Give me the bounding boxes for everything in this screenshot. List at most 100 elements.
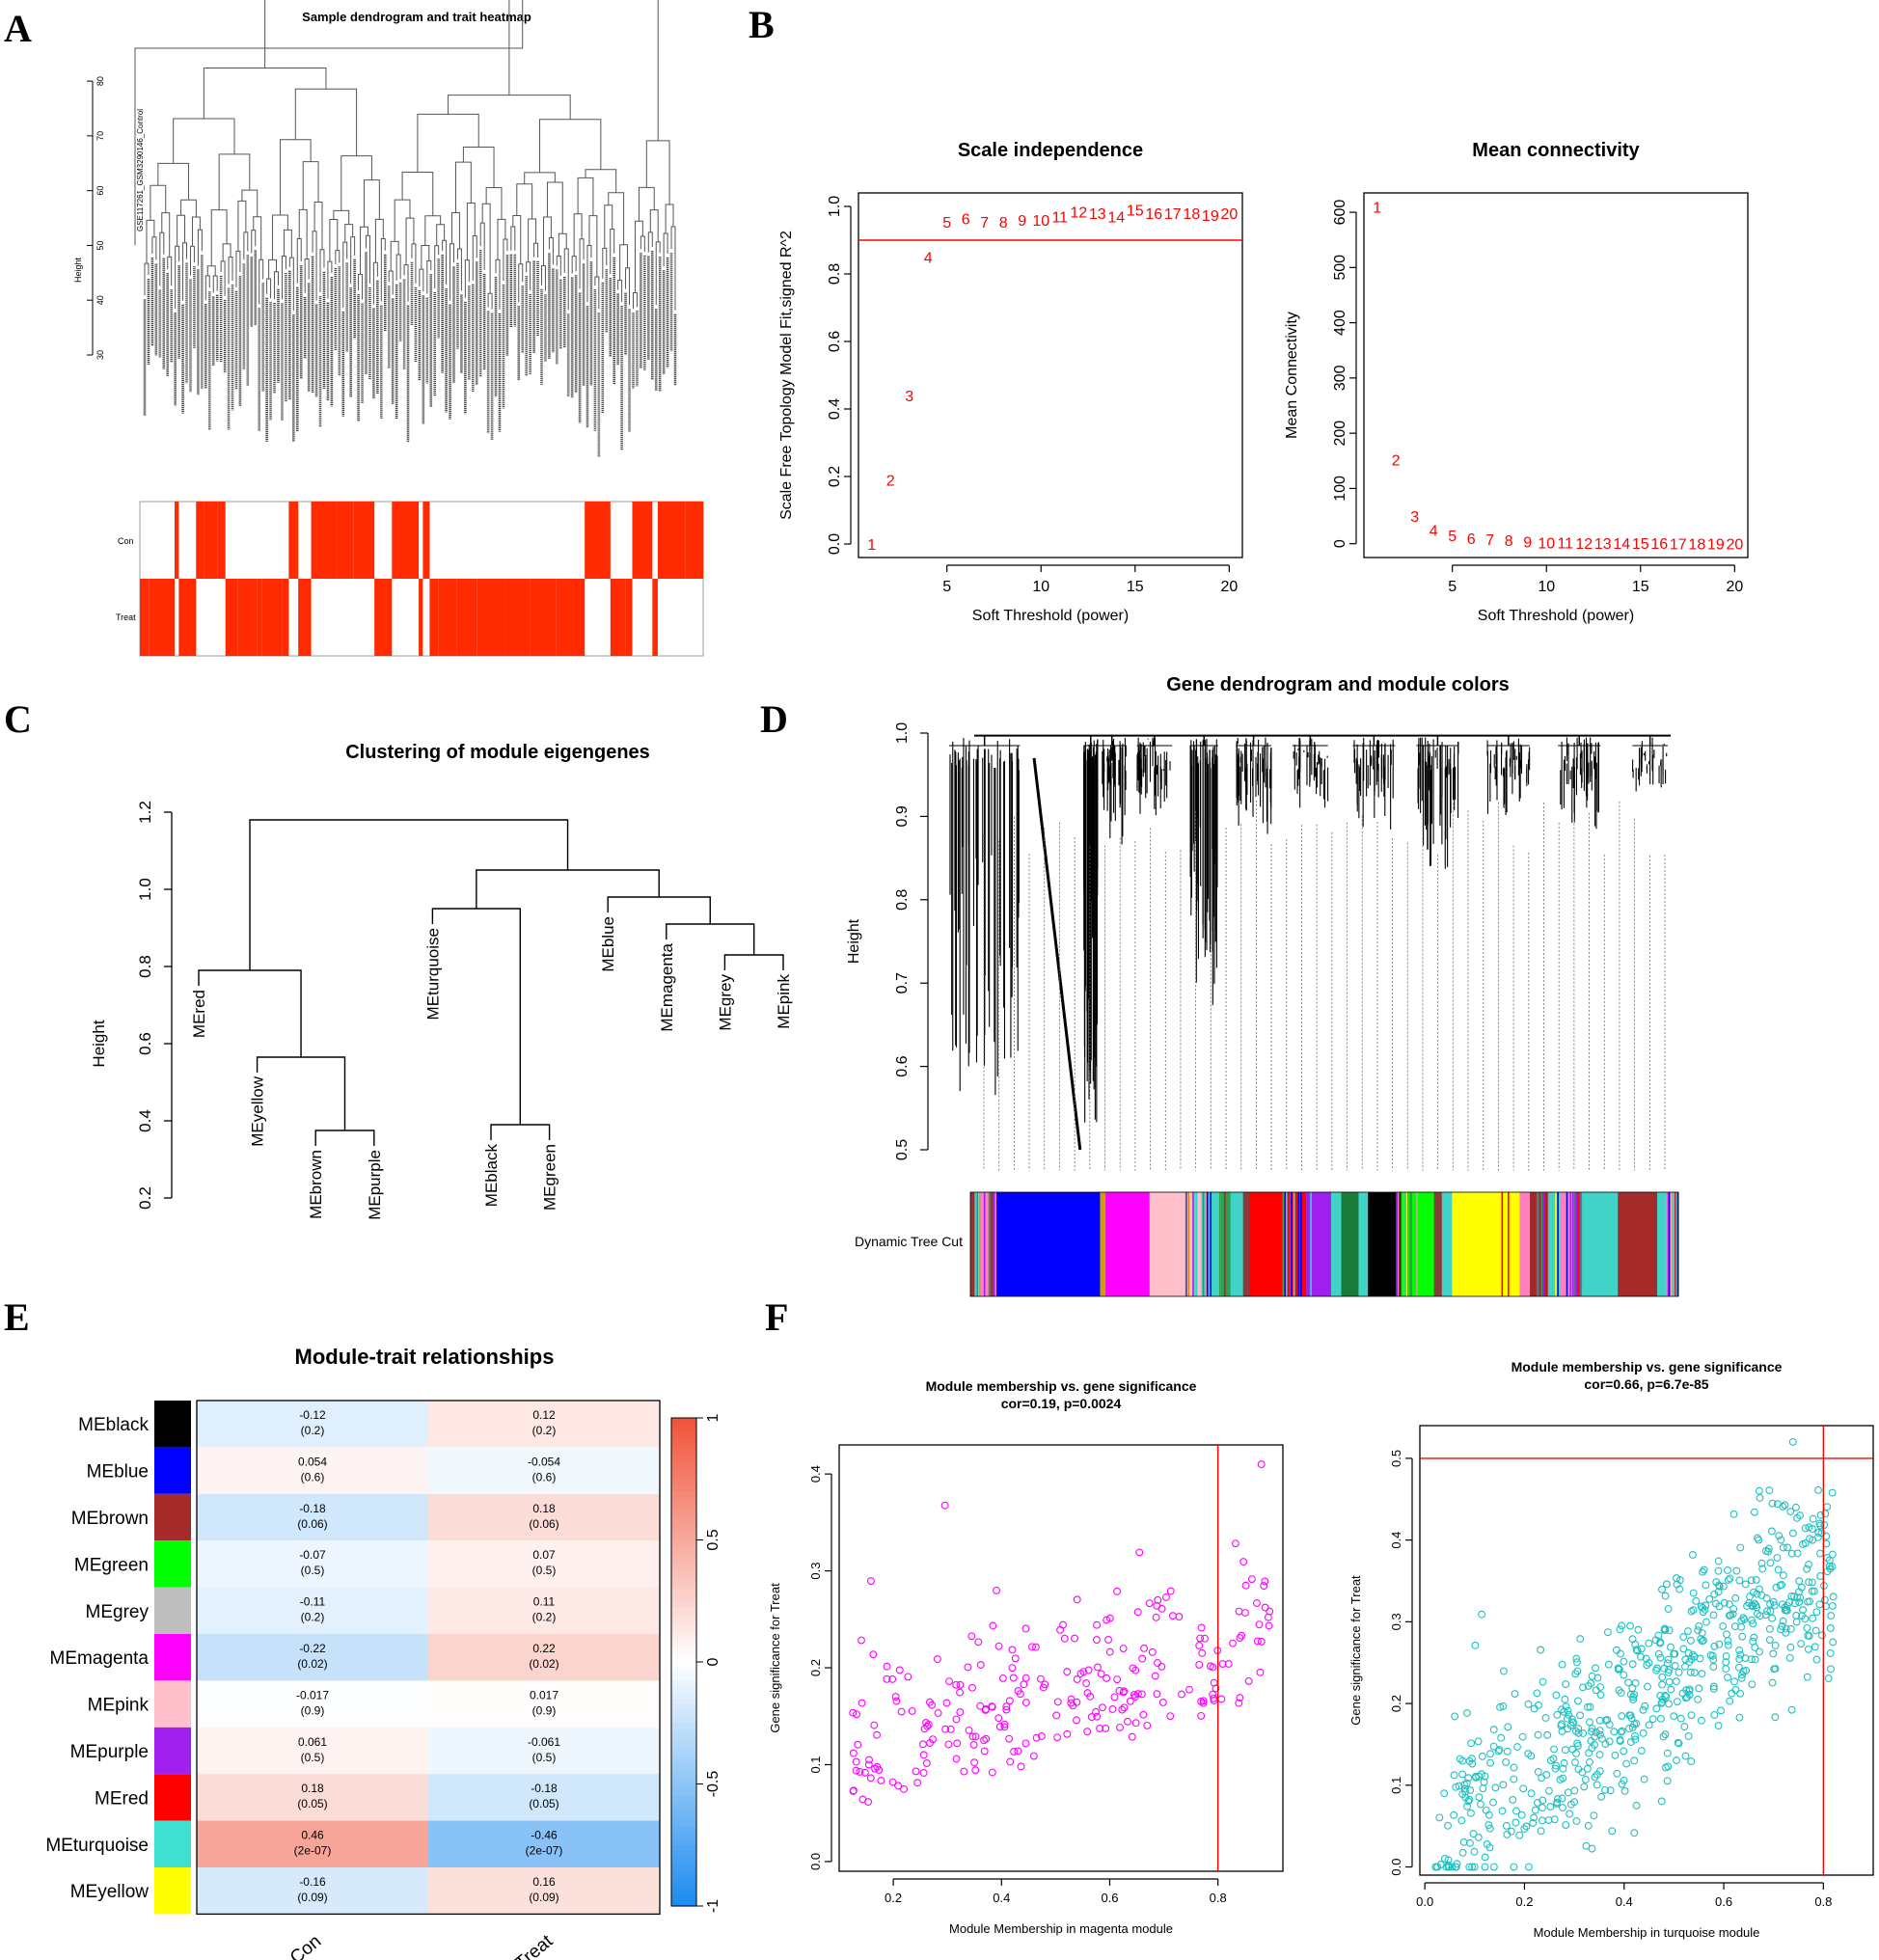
data-point (1637, 1652, 1645, 1661)
panel-a-leaf-labels: GSE117261_GSM3290146_Control (136, 109, 677, 457)
power-label: 19 (1707, 537, 1725, 554)
module-stripe (988, 1192, 991, 1296)
data-point (1620, 1671, 1628, 1679)
data-point (1553, 1800, 1561, 1808)
data-point (1456, 1755, 1464, 1763)
data-point (1002, 1702, 1011, 1711)
data-point (1719, 1582, 1728, 1591)
data-point (1630, 1829, 1639, 1838)
module-stripe (1566, 1192, 1568, 1296)
colorbar-step (671, 1729, 696, 1736)
a-merge-link (571, 256, 577, 274)
data-point (1542, 1771, 1551, 1779)
module-stripe (1557, 1192, 1559, 1296)
data-point (1538, 1816, 1546, 1825)
a-merge-link (197, 229, 203, 266)
data-point (1465, 1863, 1474, 1871)
data-point (858, 1636, 865, 1645)
data-point (1041, 1680, 1049, 1689)
colorbar-step (671, 1869, 696, 1876)
data-point (1659, 1732, 1668, 1741)
data-point (1706, 1651, 1715, 1659)
a-merge-link (424, 215, 442, 246)
x-tick-label: 0.0 (1416, 1894, 1433, 1909)
data-point (1630, 1691, 1639, 1699)
a-merge-link (417, 113, 479, 173)
a-merge-link (335, 250, 340, 264)
data-point (1592, 1686, 1600, 1695)
data-point (1128, 1732, 1136, 1741)
a-y-tick-label: 70 (95, 131, 105, 141)
data-point (1253, 1599, 1261, 1607)
c-y-tick-label: 0.6 (136, 1032, 154, 1055)
data-point (1592, 1664, 1599, 1673)
turquoise-membership-scatter: Module membership vs. gene significancec… (1348, 1360, 1874, 1940)
data-point (1687, 1711, 1696, 1720)
colorbar-step (671, 1521, 696, 1529)
a-merge-link (264, 0, 510, 95)
data-point (1450, 1810, 1458, 1819)
data-point (944, 1740, 953, 1749)
data-point (1153, 1601, 1161, 1610)
data-point (1593, 1770, 1601, 1779)
data-point (1255, 1620, 1264, 1629)
data-point (970, 1758, 979, 1767)
data-point (998, 1674, 1007, 1682)
power-label: 7 (980, 215, 989, 231)
data-point (1766, 1559, 1775, 1567)
data-point (1257, 1460, 1266, 1469)
data-point (1152, 1613, 1160, 1621)
panel-f-membership-scatter: Module membership vs. gene significancec… (768, 1360, 1874, 1940)
colorbar-step (671, 1558, 696, 1565)
cell-con (197, 1727, 428, 1775)
data-point (1517, 1810, 1526, 1819)
data-point (1468, 1863, 1477, 1871)
data-point (1824, 1674, 1833, 1683)
data-point (1119, 1645, 1128, 1652)
data-point (1626, 1738, 1635, 1747)
a-merge-link (512, 215, 522, 264)
data-point (1578, 1768, 1587, 1777)
data-point (1244, 1676, 1253, 1685)
cell-con-value: -0.11 (300, 1595, 326, 1609)
data-point (956, 1688, 964, 1697)
cell-treat-value: 0.22 (532, 1642, 556, 1655)
y-axis: 0.0 0.1 0.2 0.3 0.4 Gene significance for Tre… (768, 1465, 832, 1870)
data-point (1631, 1731, 1640, 1740)
panel-a-sample-dendrogram: Sample dendrogram and trait heatmap 30 40… (73, 0, 704, 657)
data-point (1686, 1636, 1695, 1645)
x-tick-label: 15 (1632, 579, 1649, 595)
data-point (1820, 1595, 1829, 1604)
data-point (1131, 1666, 1140, 1674)
data-point (1751, 1655, 1759, 1664)
data-point (1719, 1621, 1728, 1630)
a-merge-link (487, 292, 493, 310)
panel-e-colorbar: -1 -0.5 0 0.5 1 (670, 1413, 722, 1913)
data-point (1533, 1689, 1541, 1698)
data-point (1014, 1747, 1022, 1756)
x-tick-label: 0.2 (1515, 1894, 1533, 1909)
row-label: MEgreen (74, 1555, 149, 1575)
power-label: 11 (1557, 536, 1573, 553)
cell-con-pvalue: (0.5) (301, 1564, 325, 1577)
plot-title: Module membership vs. gene significance (926, 1378, 1197, 1394)
data-point (1511, 1690, 1519, 1698)
column-label: Con (286, 1931, 325, 1960)
cell-con-value: -0.07 (299, 1548, 326, 1562)
a-merge-link (464, 259, 470, 298)
a-merge-link (180, 199, 197, 218)
data-point (1584, 1702, 1592, 1711)
data-point (852, 1757, 860, 1766)
module-stripe (1405, 1192, 1408, 1296)
module-stripe (978, 1192, 980, 1296)
colorbar-step (671, 1796, 696, 1804)
data-point (1730, 1622, 1739, 1631)
data-point (1576, 1711, 1585, 1720)
data-point (1791, 1503, 1800, 1511)
cell-treat-pvalue: (0.02) (529, 1657, 558, 1671)
row-label: MEpurple (70, 1742, 149, 1762)
data-point (1722, 1652, 1730, 1660)
module-stripe (1185, 1192, 1187, 1296)
data-point (1053, 1698, 1062, 1706)
